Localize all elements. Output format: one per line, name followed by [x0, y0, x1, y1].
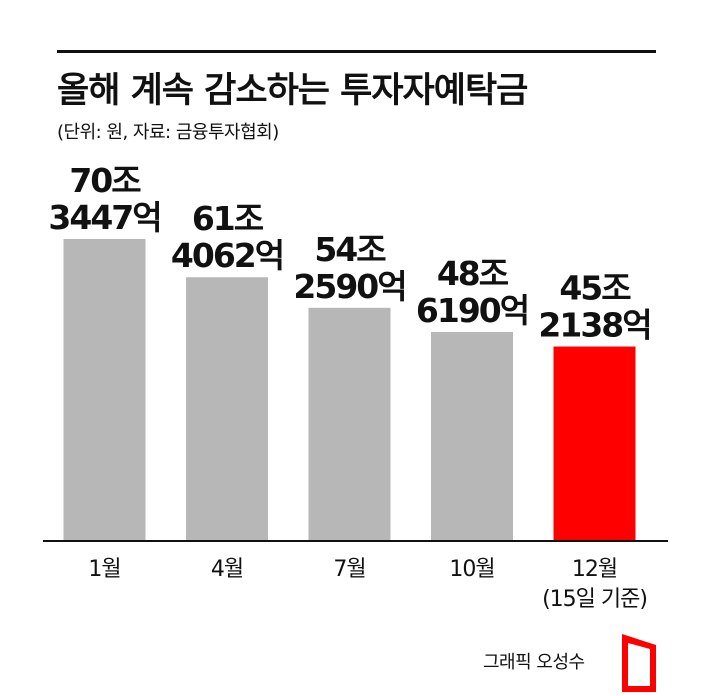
- bar-value-label: 54조: [314, 230, 386, 269]
- bar-value-label: 3447억: [48, 198, 160, 237]
- x-tick-label: 4월: [211, 557, 243, 582]
- x-tick-label: 1월: [88, 557, 120, 582]
- x-tick-label: 12월: [572, 557, 617, 582]
- bar-highlight: [553, 346, 636, 540]
- bar-value-label: 2138억: [538, 306, 650, 345]
- bar-value-label: 45조: [559, 269, 631, 308]
- top-rule: [57, 50, 656, 53]
- bar-value-label: 2590억: [293, 267, 405, 306]
- bar-value-label: 61조: [192, 199, 264, 238]
- chart-title: 올해 계속 감소하는 투자자예탁금: [57, 71, 528, 111]
- bar-value-label: 48조: [437, 254, 509, 293]
- bar: [63, 239, 146, 540]
- chart-subtitle: (단위: 원, 자료: 금융투자협회): [57, 122, 279, 143]
- graphic-credit: 그래픽 오성수: [483, 652, 585, 673]
- x-tick-label: 7월: [333, 557, 365, 582]
- bar-value-label: 4062억: [171, 236, 283, 275]
- brand-logo-icon: [622, 634, 656, 692]
- x-tick-note: (15일 기준): [542, 587, 647, 612]
- bar-value-label: 6190억: [416, 291, 528, 330]
- bar: [186, 277, 268, 540]
- bar: [308, 307, 391, 540]
- bar-value-label: 70조: [69, 161, 141, 200]
- x-tick-label: 10월: [449, 557, 494, 582]
- bar: [431, 331, 513, 540]
